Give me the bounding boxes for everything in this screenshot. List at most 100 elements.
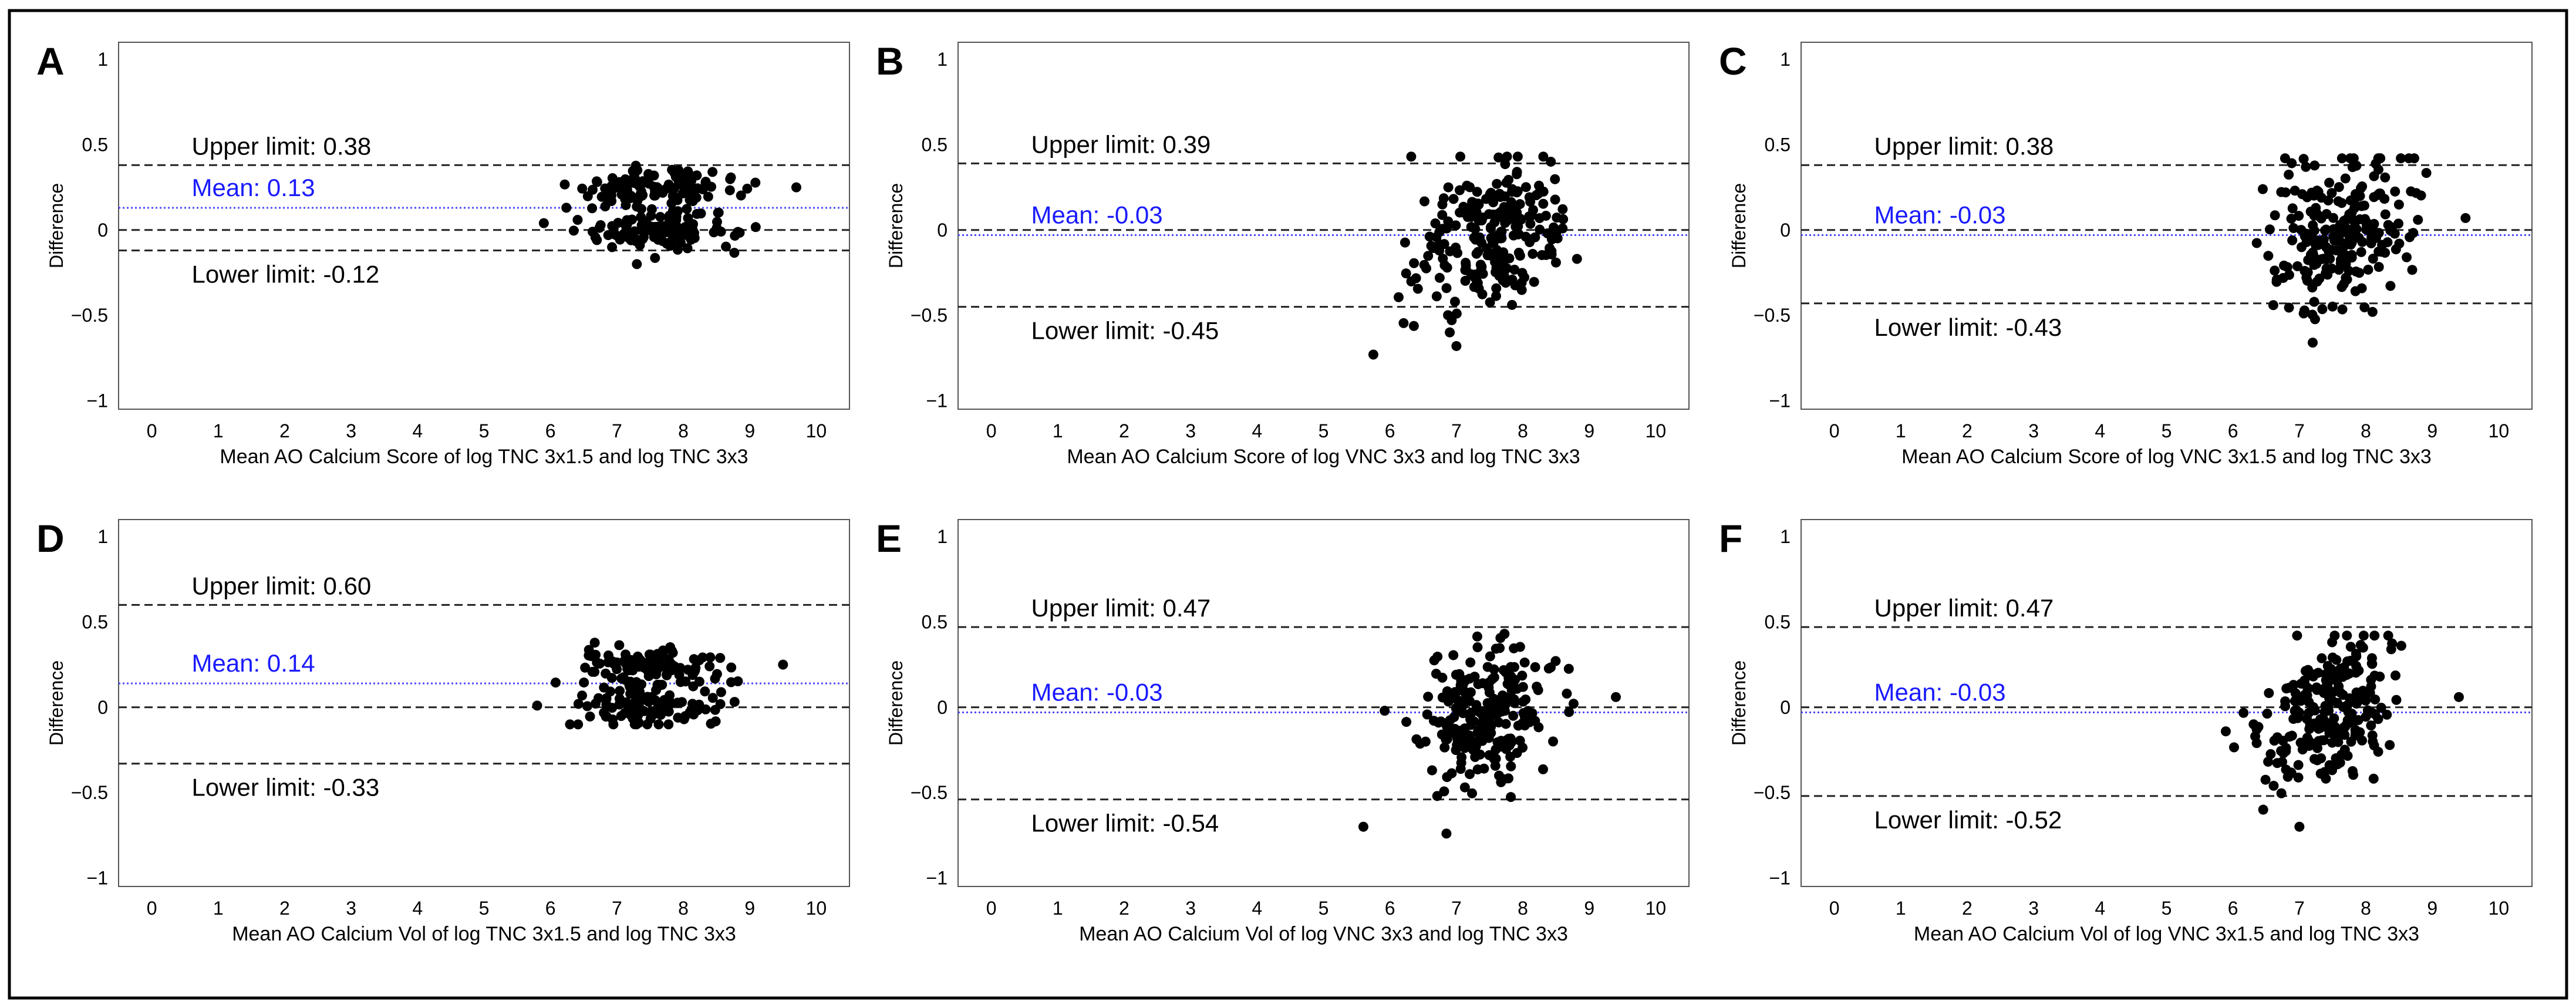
data-point — [2251, 238, 2262, 248]
data-point — [585, 711, 595, 722]
data-point — [1398, 318, 1409, 328]
data-point — [619, 675, 630, 685]
data-point — [1441, 223, 1452, 234]
data-point — [1412, 284, 1423, 294]
data-point — [1466, 707, 1476, 718]
data-point — [1442, 721, 1452, 731]
data-point — [2385, 281, 2396, 291]
data-point — [1464, 673, 1475, 684]
data-point — [1472, 631, 1482, 642]
data-point — [1513, 229, 1523, 240]
panel-d: D 1 0.5 0 −0.5 −1 0 1 2 3 4 5 6 7 8 9 10 Mean AO Calcium … — [36, 517, 850, 945]
x-tick-label: 8 — [2361, 898, 2371, 919]
data-point — [1495, 741, 1505, 752]
data-point — [2370, 694, 2381, 704]
data-point — [2268, 300, 2278, 311]
data-point — [2269, 736, 2280, 746]
data-point — [2351, 649, 2361, 659]
data-point — [2376, 247, 2387, 257]
data-point — [636, 204, 646, 214]
data-point — [1478, 268, 1488, 279]
panel-label: A — [36, 39, 65, 83]
data-point — [1455, 151, 1466, 162]
data-point — [687, 196, 698, 207]
data-point — [2238, 707, 2249, 718]
x-tick-label: 10 — [806, 898, 827, 919]
data-point — [1505, 751, 1516, 762]
data-point — [1411, 734, 1422, 744]
mean-annotation: Mean: -0.03 — [1874, 678, 2006, 706]
data-point — [2366, 720, 2376, 731]
data-point — [2329, 713, 2339, 724]
y-tick-label: 1 — [97, 526, 108, 547]
y-tick-label: 0.5 — [82, 134, 108, 155]
data-point — [1485, 651, 1495, 662]
data-point — [1499, 202, 1509, 213]
data-point — [688, 681, 699, 692]
data-point — [2303, 665, 2314, 675]
data-point — [1427, 765, 1437, 776]
panel-label: C — [1719, 39, 1747, 83]
panel-label: D — [36, 517, 65, 560]
data-point — [2406, 186, 2416, 197]
data-point — [606, 186, 616, 196]
data-point — [572, 215, 583, 225]
data-point — [1454, 185, 1465, 195]
x-tick-label: 9 — [744, 898, 755, 919]
y-tick-label: −1 — [87, 867, 108, 888]
data-point — [1551, 229, 1562, 240]
data-point — [629, 719, 640, 730]
data-point — [2374, 188, 2385, 199]
data-point — [621, 221, 631, 231]
data-point — [2359, 302, 2370, 313]
data-point — [577, 690, 588, 701]
data-point — [689, 709, 699, 720]
panel-a: A 1 0.5 0 −0.5 −1 0 1 2 3 4 5 6 7 8 9 10 Mean AO Calcium … — [36, 39, 850, 468]
data-point — [2326, 245, 2336, 255]
data-point — [705, 652, 716, 663]
data-point — [599, 707, 609, 718]
y-tick-label: 1 — [937, 49, 948, 70]
data-point — [2312, 743, 2323, 753]
data-point — [1501, 735, 1512, 746]
data-point — [590, 698, 601, 709]
data-point — [2288, 714, 2299, 724]
x-tick-label: 0 — [1829, 420, 1840, 441]
data-point — [2342, 656, 2353, 667]
data-point — [2306, 255, 2317, 266]
x-tick-label: 2 — [279, 420, 290, 441]
panel-b: B 1 0.5 0 −0.5 −1 0 1 2 3 4 5 6 7 8 9 10 Mean AO Calcium … — [876, 39, 1690, 468]
data-point — [2323, 195, 2334, 205]
data-point — [2362, 705, 2373, 716]
data-point — [620, 174, 630, 184]
data-point — [1502, 692, 1512, 703]
data-point — [2340, 250, 2351, 260]
data-point — [2357, 237, 2368, 247]
data-point — [1465, 657, 1476, 667]
x-axis-label: Mean AO Calcium Vol of log TNC 3x1.5 and… — [232, 923, 736, 945]
upper-limit-annotation: Upper limit: 0.38 — [192, 132, 372, 160]
data-point — [551, 677, 561, 688]
data-point — [589, 638, 600, 648]
data-point — [2341, 670, 2352, 680]
x-tick-label: 3 — [346, 420, 356, 441]
x-tick-label: 5 — [1319, 420, 1329, 441]
x-tick-label: 1 — [213, 898, 224, 919]
data-point — [1400, 237, 1410, 248]
upper-limit-annotation: Upper limit: 0.39 — [1031, 130, 1211, 158]
x-tick-label: 3 — [346, 898, 356, 919]
data-point — [2287, 235, 2298, 245]
data-point — [2393, 218, 2404, 229]
data-point — [1533, 188, 1543, 199]
data-point — [2301, 237, 2312, 247]
data-point — [644, 649, 655, 660]
data-point — [2282, 262, 2292, 272]
data-point — [2290, 696, 2300, 706]
data-point — [559, 179, 570, 190]
data-point — [1504, 253, 1515, 264]
data-point — [696, 208, 706, 219]
data-point — [632, 259, 642, 269]
upper-limit-annotation: Upper limit: 0.38 — [1874, 132, 2054, 160]
data-point — [669, 184, 679, 194]
data-point — [632, 235, 643, 245]
